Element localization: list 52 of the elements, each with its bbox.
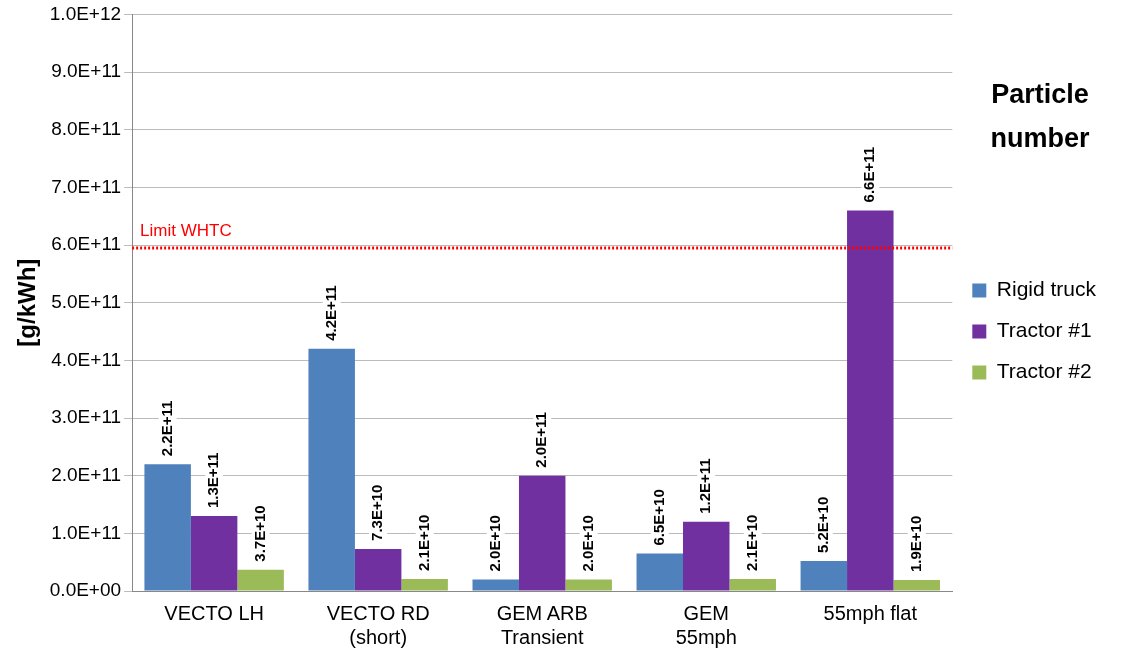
bar xyxy=(237,569,284,591)
y-axis-title: [g/kWh] xyxy=(13,258,41,347)
data-label: 2.0E+10 xyxy=(485,515,503,572)
data-label: 1.3E+11 xyxy=(204,452,222,509)
data-label: 2.1E+10 xyxy=(742,514,760,571)
bar xyxy=(144,464,191,591)
legend-label: Rigid truck xyxy=(996,277,1097,301)
data-label: 4.2E+11 xyxy=(321,285,339,341)
bar xyxy=(729,578,776,591)
x-tick-label: VECTO RD (short) xyxy=(326,601,430,648)
y-tick-label: 0.0E+00 xyxy=(49,579,122,601)
data-label: 5.2E+10 xyxy=(813,496,831,554)
bar xyxy=(847,210,894,591)
bar xyxy=(518,475,566,591)
data-label: 2.1E+10 xyxy=(414,514,432,571)
legend-label: Tractor #2 xyxy=(996,359,1092,383)
data-label: 7.3E+10 xyxy=(368,484,386,541)
data-label: 6.6E+11 xyxy=(860,146,878,203)
bar xyxy=(308,348,355,591)
text: Particle number xyxy=(989,78,1091,155)
bar xyxy=(636,553,684,591)
y-tick-label: 9.0E+11 xyxy=(51,60,122,82)
data-label: 6.5E+10 xyxy=(649,489,667,546)
y-tick-label: 5.0E+11 xyxy=(51,290,122,312)
bar xyxy=(190,516,238,591)
y-tick-label: 4.0E+11 xyxy=(51,348,122,370)
bar xyxy=(683,521,730,591)
y-tick-label: 1.0E+12 xyxy=(49,2,122,24)
data-label: 1.9E+10 xyxy=(906,515,924,573)
data-label: 2.2E+11 xyxy=(157,400,175,457)
bar xyxy=(893,580,940,591)
y-tick-label: 8.0E+11 xyxy=(51,117,122,139)
bar xyxy=(800,561,848,591)
ref-line-label: Limit WHTC xyxy=(140,221,232,241)
y-tick-label: 3.0E+11 xyxy=(51,406,122,428)
bar xyxy=(565,579,612,591)
legend-label: Tractor #1 xyxy=(996,318,1092,342)
x-tick-label: 55mph flat xyxy=(823,601,918,624)
data-label: 2.0E+11 xyxy=(532,412,550,468)
y-tick-label: 2.0E+11 xyxy=(51,463,122,485)
bar xyxy=(354,548,402,591)
bar xyxy=(401,578,448,591)
bar xyxy=(472,579,519,591)
data-label: 1.2E+11 xyxy=(696,458,714,514)
y-tick-label: 7.0E+11 xyxy=(51,175,122,197)
data-label: 3.7E+10 xyxy=(250,505,268,562)
x-tick-label: GEM ARB Transient xyxy=(496,601,588,648)
y-tick-label: 1.0E+11 xyxy=(51,521,122,543)
data-label: 2.0E+10 xyxy=(578,515,596,572)
x-tick-label: VECTO LH xyxy=(164,601,264,624)
x-tick-label: GEM 55mph xyxy=(675,601,737,648)
y-tick-label: 6.0E+11 xyxy=(51,233,122,255)
